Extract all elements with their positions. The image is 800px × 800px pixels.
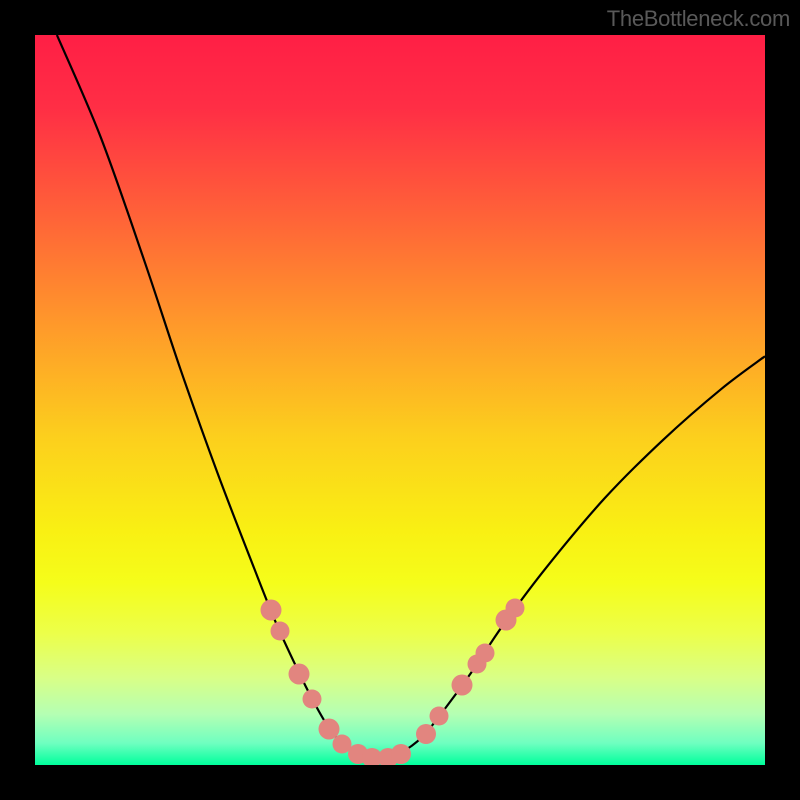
bottleneck-curve bbox=[35, 35, 765, 765]
data-marker bbox=[260, 599, 281, 620]
data-marker bbox=[452, 674, 473, 695]
data-marker bbox=[416, 724, 436, 744]
data-marker bbox=[506, 599, 525, 618]
data-marker bbox=[429, 707, 448, 726]
watermark-text: TheBottleneck.com bbox=[607, 6, 790, 32]
data-marker bbox=[391, 744, 411, 764]
data-marker bbox=[270, 621, 289, 640]
plot-area bbox=[35, 35, 765, 765]
data-marker bbox=[475, 644, 494, 663]
data-marker bbox=[303, 690, 322, 709]
data-marker bbox=[289, 663, 310, 684]
